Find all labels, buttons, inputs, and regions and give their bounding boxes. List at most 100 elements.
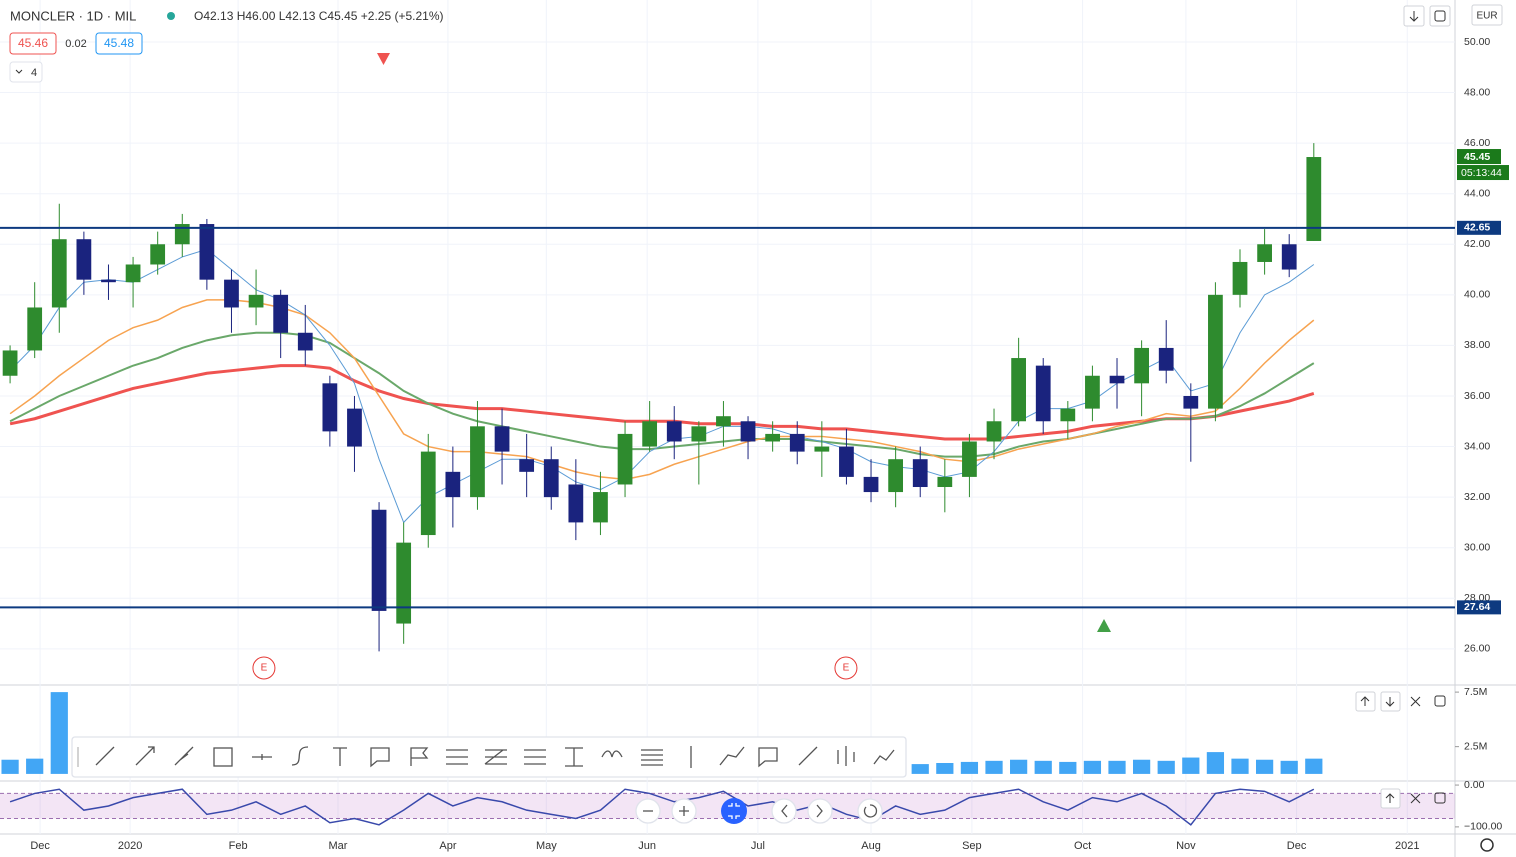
scroll-right[interactable] — [807, 798, 833, 824]
measure-tool[interactable] — [798, 746, 818, 766]
text-tool[interactable] — [333, 747, 347, 766]
arrow-icon — [1409, 11, 1419, 22]
volume-bar — [936, 763, 954, 774]
callout-tool[interactable] — [370, 747, 390, 768]
y-tick-label: 44.00 — [1464, 187, 1490, 199]
candle-body — [617, 433, 633, 485]
y-tick-label: −100.00 — [1464, 821, 1502, 833]
fan-tool[interactable] — [484, 749, 507, 765]
last-price-tag — [1457, 149, 1501, 165]
axis-tags: 42.65 27.64 45.45 05:13:44 — [1457, 149, 1509, 615]
reset-chart[interactable] — [857, 798, 883, 824]
volume-bar — [1157, 760, 1175, 774]
ohlc: O42.13 H46.00 L42.13 C45.45 +2.25 (+5.21… — [194, 9, 444, 23]
moving-average — [9, 364, 1315, 441]
candle-body — [765, 433, 781, 442]
candle-body — [396, 542, 412, 624]
left-icon — [781, 804, 788, 818]
volume-bar — [1305, 758, 1323, 774]
candle-body — [666, 421, 682, 442]
flag-tool[interactable] — [410, 747, 429, 766]
candle-body — [1183, 395, 1199, 409]
volume-bar — [1, 759, 19, 774]
range-tool[interactable] — [565, 747, 583, 767]
reset-zoom[interactable] — [721, 798, 747, 824]
symbol: MONCLER · 1D · MIL — [10, 8, 136, 23]
x-tick-label: 2021 — [1395, 840, 1419, 852]
settings-button[interactable] — [1480, 838, 1494, 852]
ray-tool[interactable] — [174, 746, 194, 766]
currency-box[interactable] — [1471, 4, 1503, 26]
y-tick-label: 36.00 — [1464, 390, 1490, 402]
curve-tool[interactable] — [291, 746, 309, 766]
level-tag — [1457, 220, 1501, 235]
candle-body — [1011, 358, 1027, 422]
candle-body — [1281, 244, 1297, 270]
bid: 45.46 — [18, 36, 48, 50]
earnings-marker — [834, 656, 858, 680]
x-tick-label: Aug — [861, 840, 881, 852]
close-button[interactable] — [1410, 696, 1421, 707]
drawing-toolbar — [71, 736, 907, 778]
candle-body — [1257, 244, 1272, 262]
fib-tool[interactable] — [446, 749, 468, 765]
volume-bar — [50, 692, 68, 774]
candle-body — [912, 459, 928, 488]
y-tick-label: 30.00 — [1464, 541, 1490, 553]
trend-line-tool[interactable] — [95, 746, 115, 766]
candle-body — [962, 441, 977, 477]
rectangle-tool[interactable] — [213, 747, 233, 767]
level-label: 27.64 — [1464, 601, 1490, 613]
x-tick-label: Jul — [751, 840, 765, 852]
indicators-toggle[interactable] — [9, 61, 43, 83]
ask-box[interactable] — [95, 32, 143, 55]
candle-body — [691, 426, 707, 442]
channel-tool[interactable] — [524, 749, 546, 765]
volume-bar — [985, 760, 1003, 774]
x-tick-label: Jun — [638, 840, 656, 852]
candle-body — [470, 426, 485, 498]
candle-body — [174, 224, 190, 245]
y-tick-label: 50.00 — [1464, 36, 1490, 48]
note-tool[interactable] — [758, 747, 778, 768]
candle-body — [568, 484, 584, 523]
candle-body — [716, 416, 731, 427]
maximize-button[interactable] — [1434, 792, 1446, 804]
candle-body — [1208, 294, 1223, 409]
candle-body — [888, 459, 904, 493]
x-tick-label: May — [536, 840, 557, 852]
brush-tool[interactable] — [719, 746, 745, 766]
y-tick-label: 0.00 — [1464, 779, 1485, 791]
sell-signal — [377, 53, 390, 65]
path-tool[interactable] — [873, 749, 895, 765]
refresh-icon — [863, 804, 878, 818]
candle-body — [740, 421, 756, 442]
y-tick-label: 32.00 — [1464, 491, 1490, 503]
candles-tool[interactable] — [837, 746, 855, 766]
scroll-left[interactable] — [771, 798, 797, 824]
candle-body — [199, 224, 215, 280]
candle-body — [494, 426, 510, 452]
candle-body — [420, 451, 436, 536]
candle-body — [1158, 347, 1174, 371]
candle-body — [543, 459, 559, 498]
maximize-button[interactable] — [1434, 695, 1446, 707]
x-tick-label: Sep — [962, 840, 982, 852]
candle-body — [297, 332, 313, 351]
y-tick-label: 48.00 — [1464, 86, 1490, 98]
gann-tool[interactable] — [641, 749, 663, 766]
horizontal-line-tool[interactable] — [252, 754, 272, 760]
x-tick-label: Apr — [439, 840, 456, 852]
bid-box[interactable] — [9, 32, 57, 55]
close-button[interactable] — [1410, 793, 1421, 804]
reset-icon — [728, 803, 740, 819]
volume-bar — [1206, 752, 1225, 774]
candle-body — [101, 279, 116, 283]
zoom-controls — [635, 798, 883, 824]
volume-bar — [1010, 759, 1028, 774]
maximize-button[interactable] — [1429, 5, 1451, 27]
pattern-tool[interactable] — [601, 750, 623, 758]
arrow-tool[interactable] — [135, 746, 155, 766]
volume-bar — [1255, 759, 1274, 774]
